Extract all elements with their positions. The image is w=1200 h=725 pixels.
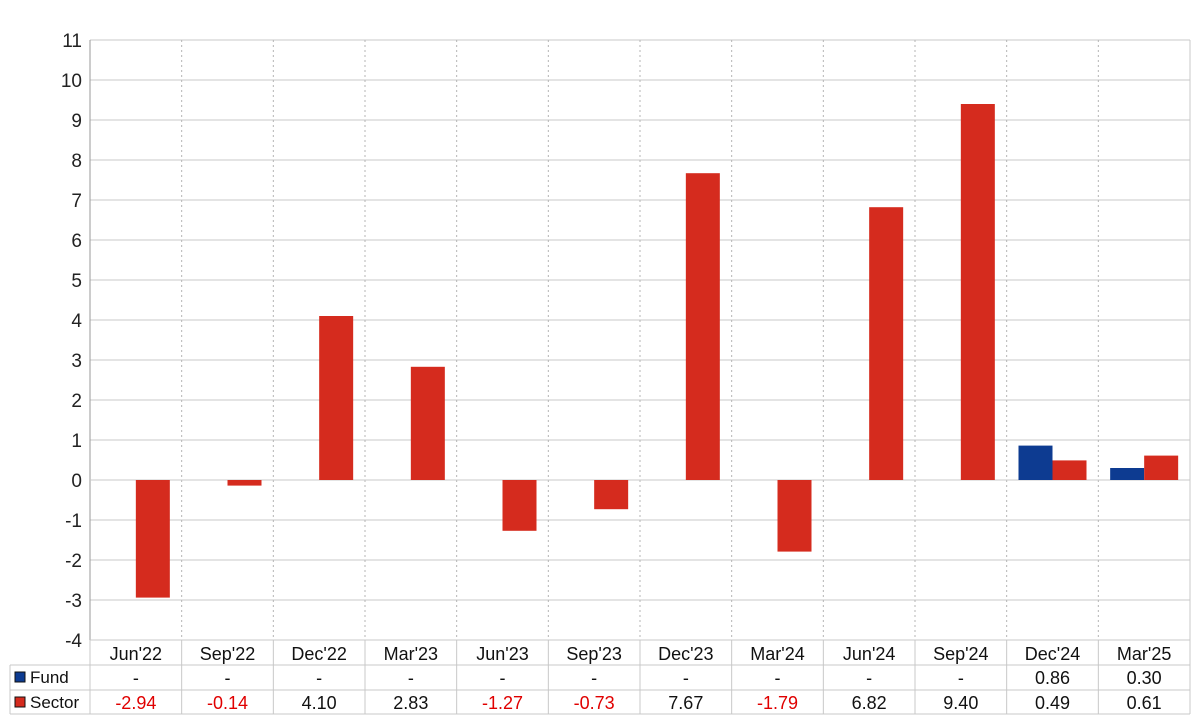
bar-sector-9 bbox=[960, 104, 995, 480]
data-label: - bbox=[408, 668, 414, 688]
data-label: - bbox=[683, 668, 689, 688]
y-tick-label: 6 bbox=[71, 231, 82, 252]
x-tick-label: Sep'22 bbox=[200, 644, 256, 664]
x-tick-label: Mar'24 bbox=[750, 644, 804, 664]
data-label: -2.94 bbox=[115, 693, 156, 713]
data-label: -0.14 bbox=[207, 693, 248, 713]
data-label: -0.73 bbox=[574, 693, 615, 713]
bar-sector-3 bbox=[410, 366, 445, 480]
y-tick-label: 2 bbox=[71, 391, 82, 412]
y-tick-label: 11 bbox=[62, 31, 82, 52]
legend-swatch-fund bbox=[14, 671, 26, 683]
data-label: 9.40 bbox=[943, 693, 978, 713]
y-tick-label: 3 bbox=[71, 351, 82, 372]
y-tick-label: 0 bbox=[71, 471, 82, 492]
data-label: 2.83 bbox=[393, 693, 428, 713]
x-tick-label: Jun'24 bbox=[843, 644, 895, 664]
x-tick-label: Jun'23 bbox=[476, 644, 528, 664]
bar-sector-0 bbox=[135, 480, 170, 598]
x-tick-label: Mar'23 bbox=[384, 644, 438, 664]
bar-sector-1 bbox=[227, 480, 262, 486]
legend-label-sector: Sector bbox=[30, 693, 79, 712]
bar-sector-4 bbox=[502, 480, 537, 531]
y-tick-label: 4 bbox=[71, 311, 82, 332]
data-label: 0.49 bbox=[1035, 693, 1070, 713]
bar-sector-2 bbox=[319, 316, 354, 480]
bar-sector-8 bbox=[869, 207, 904, 480]
data-label: - bbox=[591, 668, 597, 688]
bar-sector-10 bbox=[1052, 460, 1087, 480]
data-label: 7.67 bbox=[668, 693, 703, 713]
data-label: - bbox=[500, 668, 506, 688]
y-tick-label: -3 bbox=[65, 591, 82, 612]
x-tick-label: Dec'22 bbox=[291, 644, 346, 664]
bar-sector-6 bbox=[685, 173, 720, 480]
x-tick-label: Jun'22 bbox=[110, 644, 162, 664]
data-label: - bbox=[866, 668, 872, 688]
y-tick-label: 9 bbox=[71, 111, 82, 132]
data-label: - bbox=[775, 668, 781, 688]
data-label: 0.86 bbox=[1035, 668, 1070, 688]
data-label: -1.79 bbox=[757, 693, 798, 713]
bar-fund-11 bbox=[1110, 468, 1145, 480]
data-label: - bbox=[316, 668, 322, 688]
data-label: 0.30 bbox=[1127, 668, 1162, 688]
y-tick-label: -4 bbox=[65, 631, 82, 652]
x-tick-label: Dec'24 bbox=[1025, 644, 1080, 664]
y-tick-label: 10 bbox=[61, 71, 82, 92]
y-tick-label: 7 bbox=[71, 191, 82, 212]
x-tick-label: Mar'25 bbox=[1117, 644, 1171, 664]
data-label: 0.61 bbox=[1127, 693, 1162, 713]
y-tick-label: 1 bbox=[71, 431, 82, 452]
bar-fund-10 bbox=[1018, 445, 1053, 480]
x-tick-label: Sep'23 bbox=[566, 644, 622, 664]
data-label: -1.27 bbox=[482, 693, 523, 713]
bar-sector-11 bbox=[1144, 455, 1179, 480]
legend-label-fund: Fund bbox=[30, 668, 69, 687]
x-tick-label: Sep'24 bbox=[933, 644, 989, 664]
y-tick-label: -1 bbox=[65, 511, 82, 532]
y-tick-label: -2 bbox=[65, 551, 82, 572]
data-label: - bbox=[225, 668, 231, 688]
bar-sector-5 bbox=[594, 480, 629, 510]
y-tick-label: 5 bbox=[71, 271, 82, 292]
bar-sector-7 bbox=[777, 480, 812, 552]
y-tick-label: 8 bbox=[71, 151, 82, 172]
data-label: 6.82 bbox=[852, 693, 887, 713]
data-label: 4.10 bbox=[302, 693, 337, 713]
data-label: - bbox=[133, 668, 139, 688]
legend-swatch-sector bbox=[14, 696, 26, 708]
x-tick-label: Dec'23 bbox=[658, 644, 713, 664]
data-label: - bbox=[958, 668, 964, 688]
